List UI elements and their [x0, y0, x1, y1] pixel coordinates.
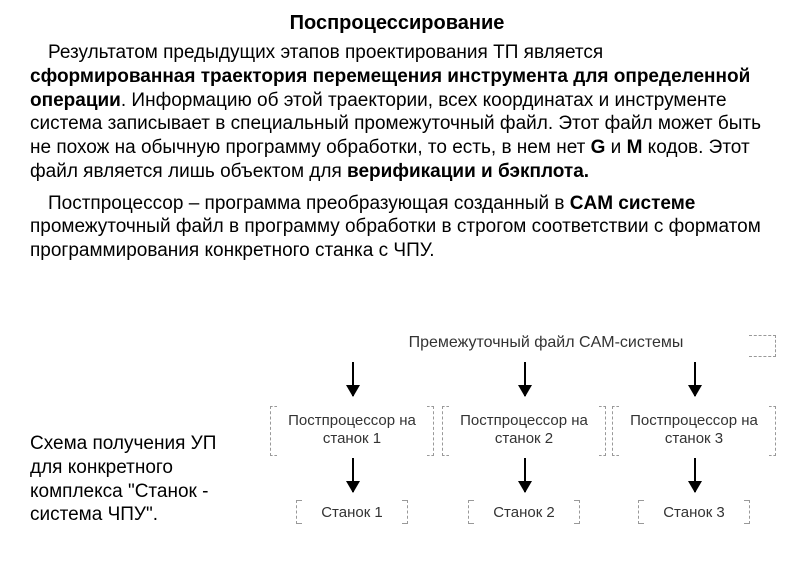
- arrow-icon: [524, 458, 526, 492]
- p1-text-e: и: [605, 137, 626, 158]
- diagram-top-box: Премежуточный файл CAM-системы: [346, 332, 746, 358]
- arrow-icon: [352, 458, 354, 492]
- stanok-box-2: Станок 2: [450, 504, 598, 521]
- stanok-label-3: Станок 3: [663, 504, 725, 521]
- arrow-icon: [524, 362, 526, 396]
- postprocessor-box-2: Постпроцессор на станок 2: [450, 408, 598, 452]
- p2-text-c: промежуточный файл в программу обработки…: [30, 216, 761, 261]
- arrow-icon: [694, 458, 696, 492]
- p1-text-a: Результатом предыдущих этапов проектиров…: [48, 42, 603, 63]
- flowchart: Премежуточный файл CAM-системы Постпроце…: [260, 332, 780, 562]
- paragraph-2: Постпроцессор – программа преобразующая …: [30, 192, 764, 263]
- stanok-label-1: Станок 1: [321, 504, 383, 521]
- stanok-box-3: Станок 3: [620, 504, 768, 521]
- stanok-label-2: Станок 2: [493, 504, 555, 521]
- postprocessor-box-3: Постпроцессор на станок 3: [620, 408, 768, 452]
- p2-bold-b: CAM системе: [570, 193, 696, 214]
- arrow-icon: [352, 362, 354, 396]
- arrow-icon: [694, 362, 696, 396]
- diagram-caption: Схема получения УП для конкретного компл…: [30, 432, 250, 527]
- p1-bold-f: M: [627, 137, 643, 158]
- p2-text-a: Постпроцессор – программа преобразующая …: [48, 193, 570, 214]
- postprocessor-box-1: Постпроцессор на станок 1: [278, 408, 426, 452]
- p1-bold-d: G: [591, 137, 606, 158]
- page-title: Поспроцессирование: [30, 12, 764, 35]
- stanok-box-1: Станок 1: [278, 504, 426, 521]
- paragraph-1: Результатом предыдущих этапов проектиров…: [30, 41, 764, 184]
- p1-bold-h: верификации и бэкплота.: [347, 161, 589, 182]
